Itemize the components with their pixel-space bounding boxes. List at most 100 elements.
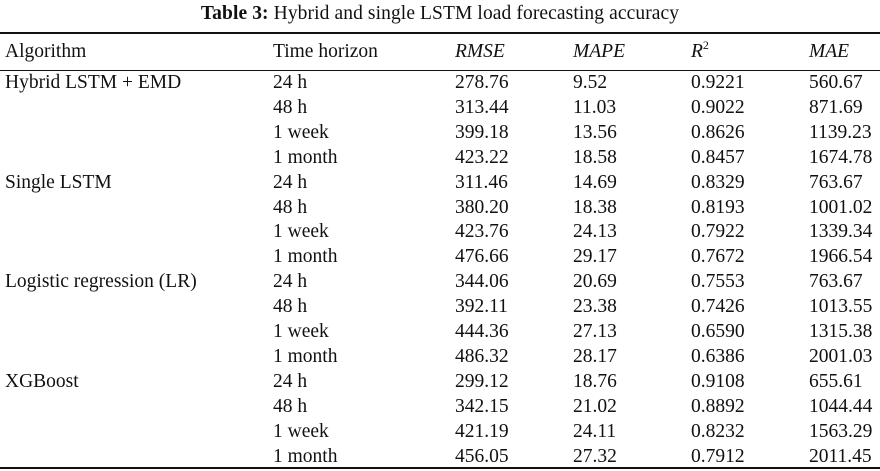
cell-mae: 1139.23 — [809, 121, 872, 143]
cell-r2: 0.8232 — [691, 420, 745, 442]
cell-r2: 0.7672 — [691, 246, 745, 268]
cell-mape: 18.58 — [573, 146, 617, 168]
cell-r2: 0.8457 — [691, 146, 745, 168]
cell-time-horizon: 1 month — [273, 146, 338, 168]
cell-time-horizon: 48 h — [273, 196, 308, 218]
table-row: Hybrid LSTM + EMD 24 h 278.76 9.52 0.9221 560… — [0, 71, 880, 96]
cell-time-horizon: 24 h — [273, 171, 308, 193]
cell-mae: 1315.38 — [809, 321, 873, 343]
cell-mape: 18.76 — [573, 370, 617, 392]
table-row: XGBoost 24 h 299.12 18.76 0.9108 655.61 — [0, 370, 880, 395]
header-mae: MAE — [809, 41, 850, 62]
cell-r2: 0.7553 — [691, 271, 745, 293]
cell-rmse: 311.46 — [455, 171, 508, 193]
cell-mape: 13.56 — [573, 121, 617, 143]
cell-mae: 1001.02 — [809, 196, 873, 218]
table-body: Hybrid LSTM + EMD 24 h 278.76 9.52 0.9221 560… — [0, 71, 880, 470]
header-row: Algorithm Time horizon RMSE MAPE R2 MAE — [0, 34, 880, 71]
cell-r2: 0.7426 — [691, 296, 745, 318]
cell-rmse: 421.19 — [455, 420, 509, 442]
cell-mape: 27.32 — [573, 445, 617, 467]
cell-time-horizon: 24 h — [273, 370, 308, 392]
cell-rmse: 380.20 — [455, 196, 509, 218]
table-row: 48 h 380.20 18.38 0.8193 1001.02 — [0, 196, 880, 221]
cell-mae: 655.61 — [809, 370, 863, 392]
cell-mape: 14.69 — [573, 171, 617, 193]
table-row: 1 month 456.05 27.32 0.7912 2011.45 — [0, 445, 880, 470]
cell-algorithm: Hybrid LSTM + EMD — [5, 72, 182, 93]
table-row: Single LSTM 24 h 311.46 14.69 0.8329 763.67 — [0, 171, 880, 196]
cell-mape: 28.17 — [573, 345, 617, 367]
cell-mape: 9.52 — [573, 72, 608, 93]
cell-mape: 21.02 — [573, 395, 617, 417]
table-row: 1 month 486.32 28.17 0.6386 2001.03 — [0, 345, 880, 370]
cell-algorithm: XGBoost — [5, 370, 79, 392]
bottom-rule — [0, 467, 880, 469]
top-rule — [0, 32, 880, 34]
cell-mae: 2011.45 — [809, 445, 872, 467]
cell-r2: 0.8329 — [691, 171, 745, 193]
cell-r2: 0.8892 — [691, 395, 745, 417]
cell-algorithm — [0, 121, 270, 146]
cell-mae: 763.67 — [809, 171, 863, 193]
cell-mape: 29.17 — [573, 246, 617, 268]
header-mape: MAPE — [573, 41, 625, 62]
table-row: 1 week 423.76 24.13 0.7922 1339.34 — [0, 220, 880, 245]
cell-r2: 0.9022 — [691, 96, 745, 118]
cell-mae: 1339.34 — [809, 221, 873, 243]
cell-mae: 560.67 — [809, 72, 863, 93]
cell-algorithm — [0, 295, 270, 320]
table-row: 1 week 444.36 27.13 0.6590 1315.38 — [0, 320, 880, 345]
table-row: 1 month 423.22 18.58 0.8457 1674.78 — [0, 146, 880, 171]
table-row: 1 week 399.18 13.56 0.8626 1139.23 — [0, 121, 880, 146]
cell-rmse: 444.36 — [455, 321, 509, 343]
cell-mae: 1674.78 — [809, 146, 873, 168]
cell-rmse: 456.05 — [455, 445, 509, 467]
cell-rmse: 344.06 — [455, 271, 509, 293]
table-row: 48 h 342.15 21.02 0.8892 1044.44 — [0, 395, 880, 420]
caption-label: Table 3: — [200, 3, 269, 24]
cell-algorithm — [0, 345, 270, 370]
cell-time-horizon: 1 month — [273, 246, 338, 268]
cell-mape: 24.13 — [573, 221, 617, 243]
cell-mae: 1563.29 — [809, 420, 873, 442]
cell-r2: 0.6590 — [691, 321, 745, 343]
cell-rmse: 423.76 — [455, 221, 509, 243]
cell-rmse: 342.15 — [455, 395, 509, 417]
cell-r2: 0.9108 — [691, 370, 745, 392]
cell-mape: 11.03 — [573, 96, 617, 118]
cell-rmse: 278.76 — [455, 72, 509, 93]
cell-algorithm — [0, 445, 270, 470]
cell-mape: 23.38 — [573, 296, 617, 318]
cell-r2: 0.6386 — [691, 345, 745, 367]
cell-rmse: 313.44 — [455, 96, 509, 118]
table-row: 48 h 313.44 11.03 0.9022 871.69 — [0, 96, 880, 121]
cell-mae: 1013.55 — [809, 296, 873, 318]
cell-algorithm: Single LSTM — [5, 171, 112, 193]
cell-time-horizon: 1 month — [273, 445, 338, 467]
cell-rmse: 486.32 — [455, 345, 509, 367]
table-row: 1 week 421.19 24.11 0.8232 1563.29 — [0, 420, 880, 445]
header-algorithm: Algorithm — [5, 41, 87, 62]
cell-algorithm — [0, 420, 270, 445]
cell-time-horizon: 1 month — [273, 345, 338, 367]
cell-time-horizon: 1 week — [273, 221, 329, 243]
cell-mae: 871.69 — [809, 96, 863, 118]
cell-algorithm — [0, 220, 270, 245]
cell-mape: 24.11 — [573, 420, 617, 442]
table-header: Algorithm Time horizon RMSE MAPE R2 MAE — [0, 34, 880, 71]
header-time-horizon: Time horizon — [273, 41, 378, 62]
cell-time-horizon: 1 week — [273, 121, 329, 143]
accuracy-table: Algorithm Time horizon RMSE MAPE R2 MAE … — [0, 34, 880, 470]
cell-time-horizon: 1 week — [273, 420, 329, 442]
cell-r2: 0.7922 — [691, 221, 745, 243]
cell-mae: 2001.03 — [809, 345, 873, 367]
cell-algorithm — [0, 196, 270, 221]
caption-text: Hybrid and single LSTM load forecasting … — [273, 3, 680, 24]
cell-time-horizon: 24 h — [273, 72, 308, 93]
cell-algorithm — [0, 395, 270, 420]
cell-time-horizon: 24 h — [273, 271, 308, 293]
cell-mape: 20.69 — [573, 271, 617, 293]
cell-r2: 0.7912 — [691, 445, 745, 467]
table-row: 48 h 392.11 23.38 0.7426 1013.55 — [0, 295, 880, 320]
